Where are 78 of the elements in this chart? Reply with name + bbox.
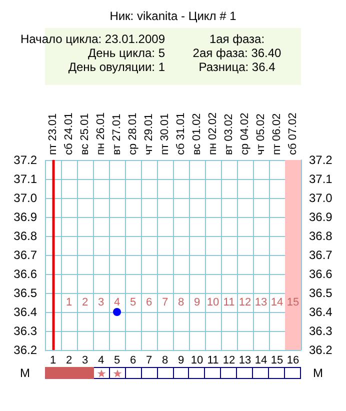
x2-tick-label: 1 (66, 296, 72, 308)
y2-tick-label: 36.3 (309, 324, 333, 338)
text: вт 27.01 (111, 114, 123, 155)
x-tick-label: 15 (270, 354, 284, 366)
x-tick-label: 10 (190, 354, 204, 366)
x2-tick-label: 6 (146, 296, 152, 308)
text: сб 24.01 (63, 112, 75, 155)
x2-tick-label: 10 (206, 296, 220, 308)
text: сб 07.02 (287, 112, 299, 155)
y-tick-label: 36.7 (14, 248, 38, 262)
x2-tick-label: 15 (286, 296, 300, 308)
x-tick-label: 14 (254, 354, 268, 366)
text: 1ая фаза: (209, 32, 265, 46)
text: вт 03.02 (223, 114, 235, 155)
x-tick-label: 2 (66, 354, 72, 366)
text: вс 25.01 (79, 113, 91, 155)
x-tick-label: 9 (178, 354, 184, 366)
x2-tick-label: 14 (270, 296, 284, 308)
text: ср 28.01 (127, 112, 139, 155)
text: ср 04.02 (239, 112, 251, 155)
x-tick-label: 13 (238, 354, 252, 366)
y-tick-label: 36.4 (14, 305, 38, 319)
x2-tick-label: 12 (238, 296, 252, 308)
text: сб 31.01 (175, 112, 187, 155)
x2-tick-label: 7 (162, 296, 168, 308)
chart-title: Ник: vikanita - Цикл # 1 (110, 9, 237, 23)
x2-tick-label: 3 (98, 296, 104, 308)
text: вс 01.02 (191, 113, 203, 155)
y-tick-label: 37.2 (14, 153, 38, 167)
y2-tick-label: 36.7 (309, 248, 333, 262)
x-tick-label: 11 (207, 354, 219, 366)
text: День цикла: 5 (88, 46, 165, 60)
y-tick-label: 36.2 (14, 343, 38, 357)
text: 2ая фаза: 36.40 (192, 46, 282, 60)
y-tick-label: 36.3 (14, 324, 38, 338)
text: пт 30.01 (159, 113, 171, 155)
text: пн 02.02 (207, 112, 219, 155)
text: пн 26.01 (95, 112, 107, 155)
text: День овуляции: 1 (68, 60, 165, 74)
x-tick-label: 4 (98, 354, 104, 366)
y2-tick-label: 37.2 (309, 153, 333, 167)
y-tick-label: 36.6 (14, 267, 38, 281)
x-tick-label: 16 (286, 354, 300, 366)
x-tick-label: 1 (50, 354, 56, 366)
text: чт 05.02 (255, 114, 267, 155)
text: M (20, 366, 30, 380)
x-tick-label: 6 (130, 354, 136, 366)
x2-tick-label: 11 (223, 296, 235, 308)
y2-tick-label: 36.2 (309, 343, 333, 357)
text: пт 23.01 (47, 113, 59, 155)
text: Разница: 36.4 (198, 60, 276, 74)
x2-tick-label: 8 (178, 296, 184, 308)
x-tick-label: 8 (162, 354, 168, 366)
x-tick-label: 7 (146, 354, 152, 366)
y2-tick-label: 36.4 (309, 305, 333, 319)
y-tick-label: 36.9 (14, 210, 38, 224)
y-tick-label: 36.5 (14, 286, 38, 300)
x-tick-label: 12 (222, 354, 236, 366)
y-tick-label: 37.1 (14, 172, 38, 186)
x-tick-label: 3 (82, 354, 88, 366)
x2-tick-label: 2 (82, 296, 88, 308)
x-tick-label: 5 (114, 354, 120, 366)
y2-tick-label: 37.1 (309, 172, 333, 186)
x2-tick-label: 5 (130, 296, 136, 308)
y-tick-label: 36.8 (14, 229, 38, 243)
y2-tick-label: 36.8 (309, 229, 333, 243)
x2-tick-label: 4 (114, 296, 120, 308)
y-tick-label: 37.0 (14, 191, 38, 205)
text: пт 06.02 (271, 113, 283, 155)
text: Начало цикла: 23.01.2009 (20, 32, 165, 46)
text: M (313, 366, 323, 380)
y2-tick-label: 36.6 (309, 267, 333, 281)
y2-tick-label: 37.0 (309, 191, 333, 205)
y2-tick-label: 36.5 (309, 286, 333, 300)
text: чт 29.01 (143, 114, 155, 155)
x2-tick-label: 9 (194, 296, 200, 308)
y2-tick-label: 36.9 (309, 210, 333, 224)
x2-tick-label: 13 (254, 296, 268, 308)
